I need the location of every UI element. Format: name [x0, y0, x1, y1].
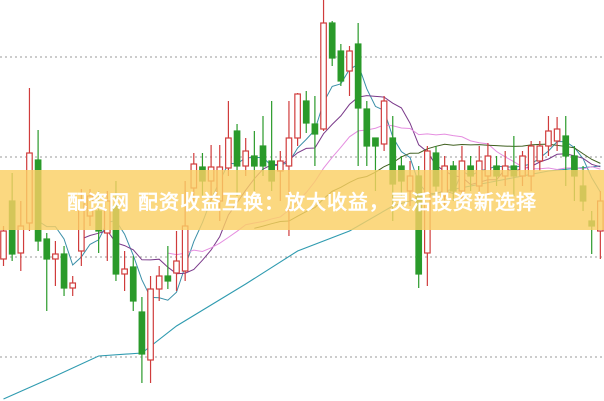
candle-up — [147, 288, 154, 361]
candle-down — [328, 22, 336, 59]
candle-down — [372, 137, 379, 147]
candle-up — [553, 128, 561, 142]
candle-up — [380, 100, 388, 145]
overlay-banner: 配资网 配资收益互换：放大收益，灵活投资新选择 — [0, 170, 604, 230]
candle-down — [562, 135, 570, 157]
candle-up — [294, 93, 301, 139]
candle-down — [354, 43, 362, 109]
candle-up — [225, 137, 232, 169]
candle-up — [155, 275, 163, 290]
candle-up — [346, 50, 353, 72]
candle-down — [60, 253, 68, 289]
candle-up — [320, 22, 327, 130]
candle-down — [311, 123, 319, 135]
candle-up — [17, 225, 25, 254]
candle-up — [0, 230, 7, 260]
candle-up — [545, 130, 552, 147]
candle-up — [285, 137, 293, 167]
candle-down — [302, 100, 310, 124]
candle-up — [121, 268, 128, 275]
banner-text: 配资网 配资收益互换：放大收益，灵活投资新选择 — [67, 189, 537, 214]
candle-down — [363, 108, 371, 147]
candle-up — [52, 253, 59, 260]
candle-down — [129, 266, 137, 302]
candle-down — [138, 311, 146, 355]
candle-up — [69, 282, 77, 289]
candle-up — [242, 150, 250, 167]
candle-up — [173, 260, 180, 274]
candle-up — [181, 225, 189, 272]
candle-down — [164, 275, 172, 282]
candle-down — [233, 130, 241, 167]
candle-down — [259, 145, 267, 167]
candle-down — [251, 155, 258, 167]
candle-down — [43, 238, 51, 260]
candle-down — [337, 50, 345, 82]
candle-up — [536, 145, 544, 162]
